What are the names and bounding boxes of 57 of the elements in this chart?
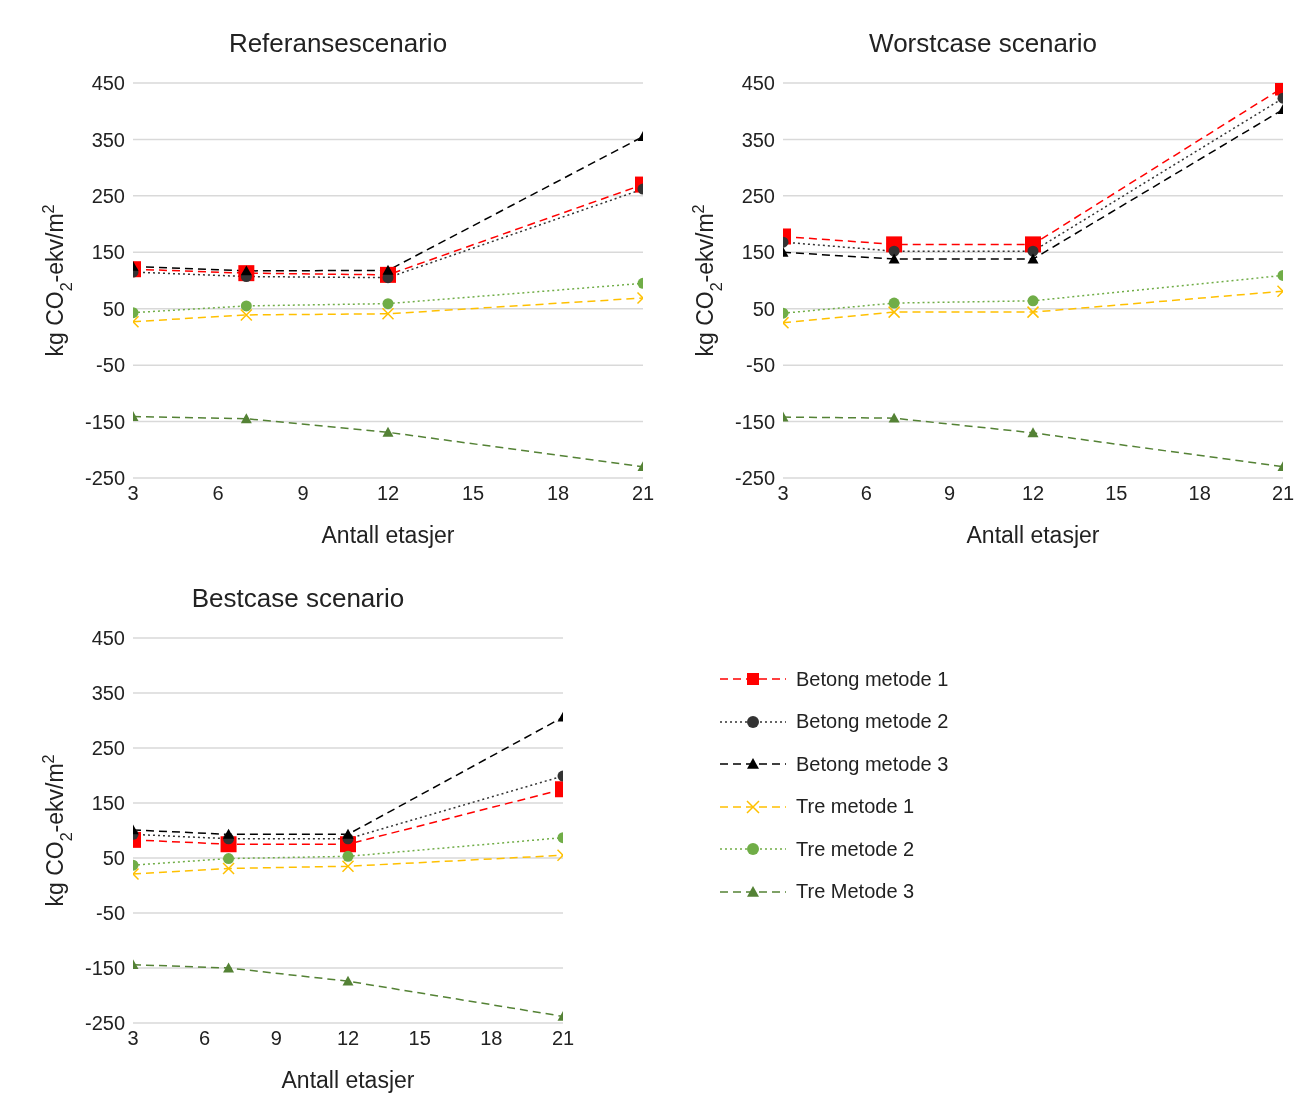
x-axis-title: Antall etasjer xyxy=(966,522,1100,548)
y-tick-label: 50 xyxy=(752,297,775,320)
x-tick-label: 3 xyxy=(777,482,789,505)
x-tick-label: 9 xyxy=(944,482,956,505)
y-tick-label: 450 xyxy=(91,72,125,95)
y-tick-label: 350 xyxy=(91,128,125,151)
x-tick-label: 21 xyxy=(631,482,655,505)
x-tick-label: 6 xyxy=(860,482,872,505)
x-axis-title: Antall etasjer xyxy=(281,1067,415,1093)
y-tick-label: -150 xyxy=(84,957,125,980)
x-tick-label: 15 xyxy=(1105,482,1128,505)
legend-label: Tre metode 1 xyxy=(796,795,915,819)
x-tick-label: 12 xyxy=(1021,482,1045,505)
x-tick-label: 21 xyxy=(551,1027,575,1050)
y-tick-label: 450 xyxy=(91,627,125,650)
y-tick-label: 50 xyxy=(102,297,125,320)
legend-label: Tre Metode 3 xyxy=(796,880,915,904)
y-tick-label: -50 xyxy=(96,354,125,377)
x-tick-label: 9 xyxy=(270,1027,282,1050)
y-tick-label: 50 xyxy=(102,847,125,870)
x-tick-label: 6 xyxy=(212,482,224,505)
y-tick-label: -250 xyxy=(734,467,775,490)
y-tick-label: 450 xyxy=(741,72,775,95)
x-axis-title: Antall etasjer xyxy=(321,522,455,548)
chart-title: Bestcase scenario xyxy=(190,583,406,614)
legend-label: Betong metode 2 xyxy=(796,710,949,734)
x-tick-label: 18 xyxy=(546,482,570,505)
y-tick-label: -150 xyxy=(84,410,125,433)
x-tick-label: 12 xyxy=(376,482,400,505)
x-tick-label: 15 xyxy=(408,1027,431,1050)
chart-title: Worstcase scenario xyxy=(868,28,1098,59)
y-tick-label: -250 xyxy=(84,1012,125,1035)
y-tick-label: -150 xyxy=(734,410,775,433)
chart-title: Referansescenario xyxy=(227,28,449,59)
x-tick-label: 9 xyxy=(297,482,309,505)
x-tick-label: 18 xyxy=(480,1027,503,1050)
y-tick-label: 350 xyxy=(91,682,125,705)
x-tick-label: 3 xyxy=(127,482,139,505)
x-tick-label: 18 xyxy=(1188,482,1211,505)
y-tick-label: 250 xyxy=(91,184,125,207)
legend-label: Betong metode 3 xyxy=(796,752,949,776)
y-tick-label: 250 xyxy=(741,184,775,207)
x-tick-label: 6 xyxy=(199,1027,211,1050)
x-tick-label: 15 xyxy=(461,482,485,505)
y-tick-label: 150 xyxy=(741,241,775,264)
y-tick-label: -250 xyxy=(84,467,125,490)
y-tick-label: 150 xyxy=(91,792,125,815)
legend-label: Tre metode 2 xyxy=(796,837,915,861)
y-tick-label: 150 xyxy=(91,241,125,264)
y-tick-label: -50 xyxy=(96,902,125,925)
y-tick-label: 350 xyxy=(741,128,775,151)
x-tick-label: 21 xyxy=(1271,482,1295,505)
legend-label: Betong metode 1 xyxy=(796,667,949,691)
y-tick-label: 250 xyxy=(91,737,125,760)
x-tick-label: 3 xyxy=(127,1027,139,1050)
y-tick-label: -50 xyxy=(746,354,775,377)
x-tick-label: 12 xyxy=(336,1027,360,1050)
